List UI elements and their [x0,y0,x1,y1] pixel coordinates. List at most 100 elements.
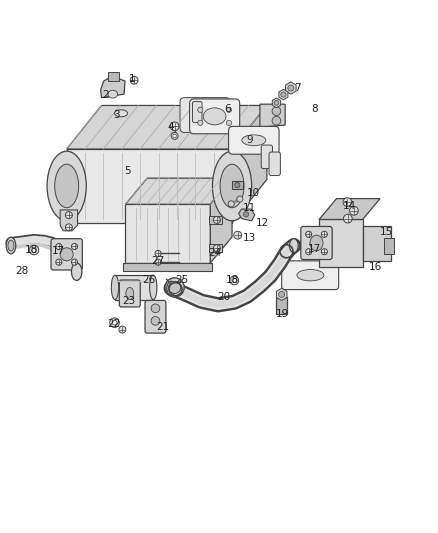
Text: 5: 5 [124,166,131,176]
Polygon shape [101,76,125,98]
Circle shape [119,326,126,333]
Ellipse shape [8,240,14,251]
Circle shape [274,100,279,105]
Circle shape [213,245,220,252]
Polygon shape [60,210,78,231]
Circle shape [155,259,161,265]
Circle shape [228,201,234,207]
Ellipse shape [297,270,324,281]
Polygon shape [260,104,285,127]
Polygon shape [319,199,380,220]
Circle shape [130,76,138,84]
Circle shape [198,107,203,112]
Ellipse shape [310,235,323,251]
Text: 18: 18 [25,245,38,255]
Circle shape [173,134,177,138]
Text: 13: 13 [243,233,256,243]
Text: 28: 28 [16,266,29,276]
Circle shape [65,212,72,219]
Circle shape [29,245,39,255]
Text: 17: 17 [308,244,321,254]
Text: 25: 25 [175,274,189,285]
Ellipse shape [6,237,16,254]
Polygon shape [210,178,232,263]
Circle shape [343,198,352,206]
FancyBboxPatch shape [282,261,339,289]
Text: 24: 24 [208,247,221,257]
Text: 10: 10 [247,188,260,198]
Polygon shape [125,178,232,204]
FancyBboxPatch shape [192,102,202,123]
Text: 15: 15 [380,227,393,237]
Text: 6: 6 [224,104,231,114]
Polygon shape [272,98,281,108]
Text: 23: 23 [122,296,135,306]
Circle shape [151,317,160,325]
FancyBboxPatch shape [229,126,279,154]
Circle shape [65,224,72,231]
Text: 3: 3 [113,110,120,120]
Circle shape [155,251,161,256]
Circle shape [110,318,119,327]
FancyBboxPatch shape [190,99,240,134]
Circle shape [306,249,312,255]
Circle shape [321,249,327,255]
Ellipse shape [126,287,134,300]
Text: 12: 12 [256,218,269,228]
Circle shape [272,107,281,116]
Bar [384,238,394,254]
Text: 11: 11 [243,203,256,213]
Polygon shape [67,106,267,149]
Text: 1: 1 [129,75,135,84]
FancyBboxPatch shape [145,301,166,333]
Circle shape [343,214,352,223]
Circle shape [321,231,327,237]
Ellipse shape [212,151,252,221]
Circle shape [198,120,203,125]
Circle shape [56,259,62,265]
Circle shape [350,206,358,215]
Ellipse shape [115,110,127,117]
Polygon shape [286,82,296,94]
Circle shape [32,247,36,252]
Ellipse shape [150,275,157,300]
Circle shape [237,196,243,202]
Circle shape [279,292,285,297]
FancyBboxPatch shape [261,145,272,168]
Polygon shape [276,288,287,301]
Ellipse shape [242,135,266,146]
FancyBboxPatch shape [301,227,332,260]
Circle shape [232,278,237,282]
Ellipse shape [235,182,240,188]
Text: 14: 14 [343,200,356,211]
Circle shape [170,122,179,131]
Circle shape [169,281,181,294]
Polygon shape [239,209,254,221]
Ellipse shape [47,151,86,221]
Ellipse shape [55,164,79,208]
Polygon shape [319,220,363,268]
Bar [209,216,223,224]
Text: 9: 9 [246,135,253,146]
Polygon shape [232,106,267,223]
Circle shape [171,133,178,140]
Text: 22: 22 [107,319,120,329]
Circle shape [151,304,160,313]
Text: 17: 17 [51,246,64,256]
Bar [115,275,153,300]
Circle shape [244,212,249,217]
Ellipse shape [194,107,216,124]
Ellipse shape [60,248,73,261]
Bar [276,297,287,313]
Circle shape [272,116,281,125]
Ellipse shape [220,164,244,208]
FancyBboxPatch shape [180,98,230,133]
Text: 16: 16 [369,262,382,271]
Text: 8: 8 [311,104,318,114]
Circle shape [281,92,286,97]
Text: 7: 7 [294,83,300,93]
FancyBboxPatch shape [269,152,280,175]
Text: 2: 2 [102,90,109,100]
Text: 20: 20 [217,292,230,302]
Circle shape [165,278,184,297]
